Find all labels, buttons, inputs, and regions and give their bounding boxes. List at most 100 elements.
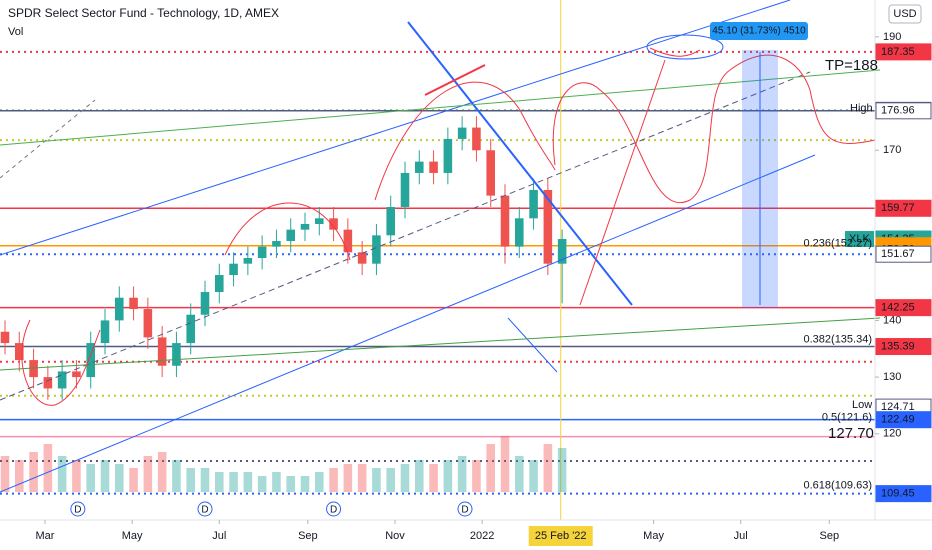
candle-body [443, 138, 453, 173]
price-label-box [875, 338, 932, 356]
price-label-box [875, 43, 932, 61]
volume-bar [500, 436, 510, 492]
volume-bar [29, 452, 38, 492]
x-tick-label: 2022 [470, 530, 494, 542]
volume-bar [57, 456, 67, 492]
volume-bar [372, 468, 381, 492]
high-label: High [850, 102, 873, 114]
currency-box[interactable] [888, 4, 922, 24]
candle-body [43, 377, 53, 389]
volume-bar [329, 468, 338, 492]
candle-body [115, 297, 124, 321]
volume-bar [143, 456, 153, 492]
volume-bar [257, 476, 267, 492]
price-label: 109.45 [881, 488, 915, 500]
x-tick-label: May [122, 530, 143, 542]
candle-body [243, 258, 253, 264]
candle-body [557, 239, 567, 264]
volume-bar [515, 456, 524, 492]
volume-bar [543, 444, 553, 492]
volume-bar [272, 472, 281, 492]
candle-body [357, 252, 367, 264]
price-label: 176.96 [881, 105, 915, 117]
volume-bar [400, 464, 410, 492]
price-label-box [875, 299, 932, 317]
volume-bar [15, 460, 24, 492]
projection [552, 54, 876, 204]
candle-body [529, 189, 538, 219]
price-label-box [875, 245, 932, 263]
dividend-marker [197, 501, 213, 517]
volume-bar [443, 460, 453, 492]
price-label: 151.67 [881, 248, 915, 260]
volume-bar [472, 460, 481, 492]
channel-lower [0, 154, 816, 493]
volume-label: Vol [8, 26, 23, 38]
candle-body [143, 309, 153, 338]
candle-body [372, 235, 381, 264]
candle-body [229, 263, 238, 276]
candle-body [257, 246, 267, 259]
candle-body [500, 195, 510, 247]
candle-body [486, 150, 495, 196]
dividend-label: D [461, 505, 468, 516]
volume-bar [172, 460, 181, 492]
volume-bar [43, 444, 53, 492]
volume-bar [215, 472, 224, 492]
x-tick-label: Sep [819, 530, 839, 542]
currency[interactable]: USD [893, 8, 916, 20]
volume-bar [229, 472, 238, 492]
y-tick-label: 140 [883, 314, 901, 326]
red-mark [424, 64, 486, 96]
candle-body [543, 189, 553, 264]
symbol-label: XLK [849, 233, 870, 245]
short-line [507, 317, 558, 373]
arc [224, 202, 351, 261]
volume-bar [286, 476, 295, 492]
candle-body [215, 275, 224, 293]
y-tick-label: 120 [883, 428, 901, 440]
price-label-box [875, 485, 932, 503]
volume-bar [429, 464, 438, 492]
downtrend-line [407, 21, 633, 306]
candle-body [100, 320, 110, 344]
candle-body [286, 229, 295, 242]
volume-bar [243, 472, 253, 492]
price-label-box [875, 411, 932, 429]
dividend-label: D [330, 505, 337, 516]
candle-body [400, 172, 410, 207]
volume-bar [115, 464, 124, 492]
drawings [0, 0, 881, 493]
candle-body [457, 127, 467, 139]
volume-bar [72, 460, 81, 492]
target-label: TP=188 [825, 57, 878, 74]
projection-arrow [579, 59, 666, 306]
x-tick-label: Jul [212, 530, 226, 542]
volume-bar [300, 476, 310, 492]
price-label: 124.71 [881, 401, 915, 413]
volume-bar [315, 472, 324, 492]
candle-body [272, 241, 281, 247]
candle-body [200, 292, 210, 315]
x-tick-label: May [643, 530, 664, 542]
fib-label: 0.236(152.27) [804, 238, 873, 250]
measure-label: 45.10 (31.73%) 4510 [712, 26, 806, 37]
y-tick-label: 190 [883, 31, 901, 43]
cursor-label-box [528, 526, 593, 546]
candle-body [157, 337, 167, 366]
price-label: 122.49 [881, 414, 915, 426]
volume-bar [415, 460, 424, 492]
volume-bar [86, 464, 95, 492]
candle-body [515, 218, 524, 247]
price-label-box [875, 199, 932, 217]
candle-body [72, 371, 81, 378]
price-label: 159.77 [881, 202, 915, 214]
x-tick-label: Mar [36, 530, 55, 542]
chart-title: SPDR Select Sector Fund - Technology, 1D… [8, 6, 279, 20]
price-label: 142.25 [881, 302, 915, 314]
volume-bar [129, 468, 138, 492]
low-label: Low [852, 399, 872, 411]
candle-body [429, 161, 438, 173]
